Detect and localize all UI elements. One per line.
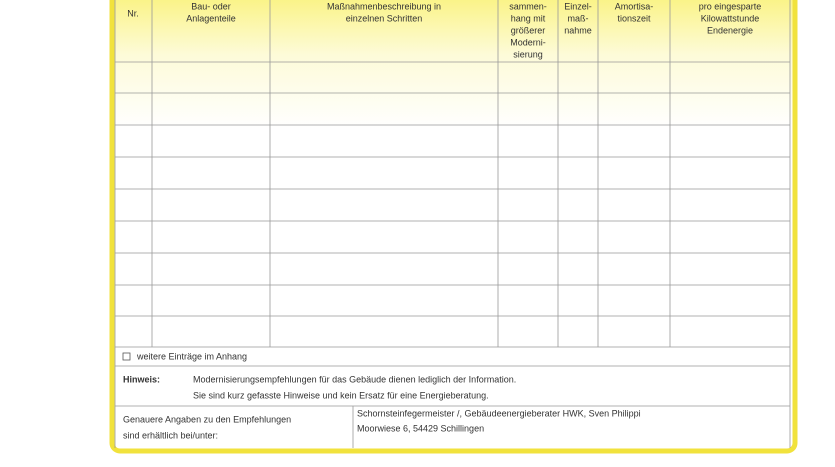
column-header: pro eingesparte bbox=[699, 1, 762, 11]
note-line: Sie sind kurz gefasste Hinweise und kein… bbox=[193, 390, 489, 400]
column-header: Maßnahmenbeschreibung in bbox=[327, 1, 441, 11]
column-header: Bau- oder bbox=[191, 1, 231, 11]
column-header: sammen- bbox=[509, 1, 547, 11]
column-header: tionszeit bbox=[617, 13, 651, 23]
column-header: Anlagenteile bbox=[186, 13, 236, 23]
contact-line: Schornsteinfegermeister /, Gebäudeenergi… bbox=[357, 408, 641, 418]
column-header: einzelnen Schritten bbox=[346, 13, 423, 23]
table-grid bbox=[114, 0, 791, 448]
column-header: Nr. bbox=[127, 8, 139, 18]
note-line: Modernisierungsempfehlungen für das Gebä… bbox=[193, 374, 516, 384]
contact-line: Moorwiese 6, 54429 Schillingen bbox=[357, 423, 484, 433]
checkbox bbox=[122, 352, 131, 361]
column-header: maß- bbox=[568, 13, 589, 23]
form-frame bbox=[109, 0, 798, 454]
column-header: größerer bbox=[511, 25, 546, 35]
column-header: Amortisa- bbox=[615, 1, 654, 11]
column-header: Einzel- bbox=[564, 1, 592, 11]
column-header: Moderni- bbox=[510, 37, 546, 47]
more-entries: weitere Einträge im Anhang bbox=[136, 351, 247, 361]
note-label: Hinweis: bbox=[123, 374, 160, 384]
contact-label: Genauere Angaben zu den Empfehlungen bbox=[123, 414, 291, 424]
column-header: Endenergie bbox=[707, 25, 753, 35]
column-header: nahme bbox=[564, 25, 592, 35]
column-header: Kilowattstunde bbox=[701, 13, 760, 23]
column-header: sierung bbox=[513, 49, 543, 59]
contact-label: sind erhältlich bei/unter: bbox=[123, 430, 218, 440]
column-header: hang mit bbox=[511, 13, 546, 23]
